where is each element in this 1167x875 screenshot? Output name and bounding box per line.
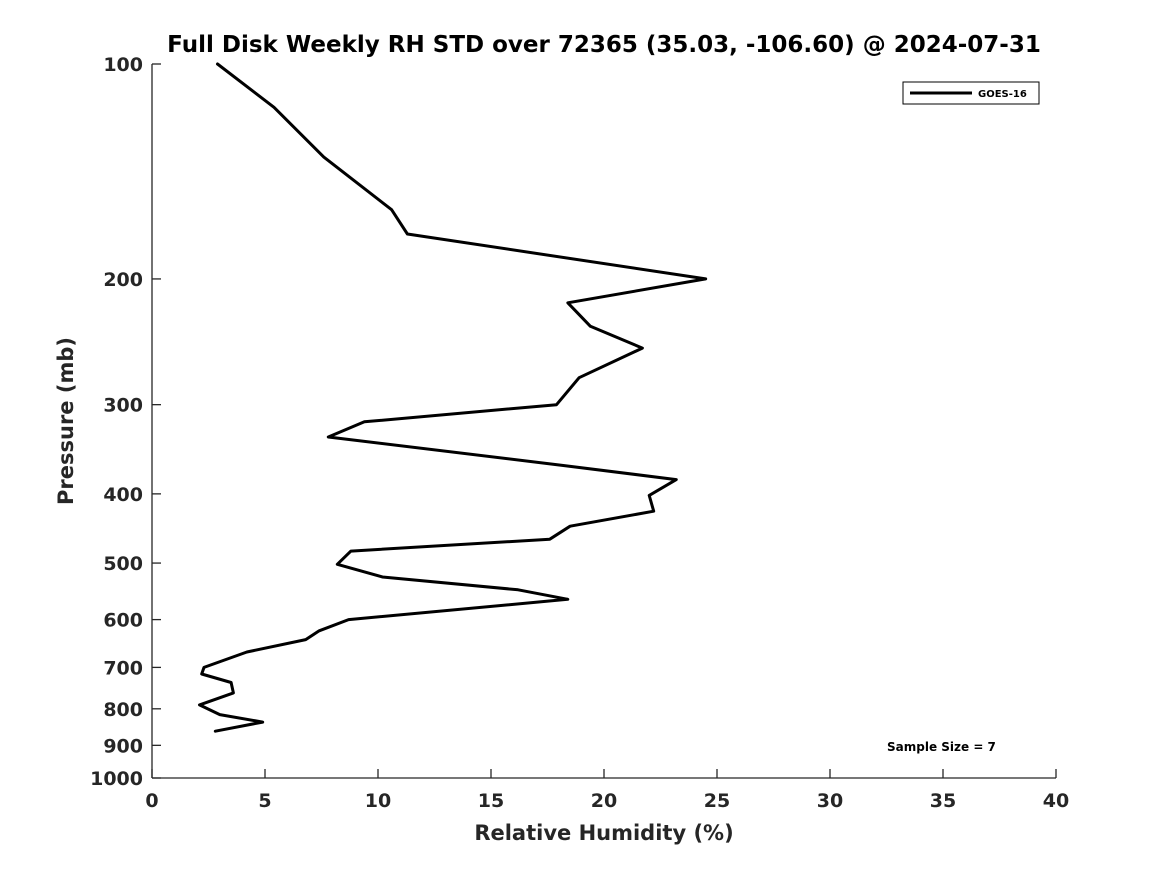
x-tick-label: 5 (258, 790, 271, 812)
plot-area: 0 5 10 15 20 25 30 35 40 100 200 300 400 500 600 700 80… (90, 54, 1069, 812)
x-tick-label: 35 (930, 790, 956, 812)
y-tick-label: 1000 (90, 768, 143, 790)
y-ticks: 100 200 300 400 500 600 700 800 900 1000 (90, 54, 161, 790)
x-tick-label: 20 (591, 790, 617, 812)
legend-label: GOES-16 (978, 89, 1027, 100)
series-line-goes16 (198, 62, 708, 733)
chart-title: Full Disk Weekly RH STD over 72365 (35.0… (167, 32, 1041, 58)
x-tick-label: 30 (817, 790, 843, 812)
x-ticks: 0 5 10 15 20 25 30 35 40 (145, 769, 1069, 812)
x-axis-label: Relative Humidity (%) (474, 821, 733, 845)
y-tick-label: 200 (103, 269, 143, 291)
x-tick-label: 10 (365, 790, 391, 812)
y-axis-label: Pressure (mb) (54, 337, 78, 505)
y-tick-label: 500 (103, 553, 143, 575)
x-tick-label: 40 (1043, 790, 1069, 812)
legend: GOES-16 (902, 81, 1040, 105)
y-tick-label: 100 (103, 54, 143, 76)
x-tick-label: 0 (145, 790, 158, 812)
y-tick-label: 900 (103, 735, 143, 757)
y-tick-label: 300 (103, 395, 143, 417)
x-tick-label: 25 (704, 790, 730, 812)
x-tick-label: 15 (478, 790, 504, 812)
y-tick-label: 800 (103, 699, 143, 721)
y-tick-label: 400 (103, 484, 143, 506)
y-tick-label: 700 (103, 657, 143, 679)
sample-size-note: Sample Size = 7 (887, 740, 996, 754)
y-tick-label: 600 (103, 610, 143, 632)
